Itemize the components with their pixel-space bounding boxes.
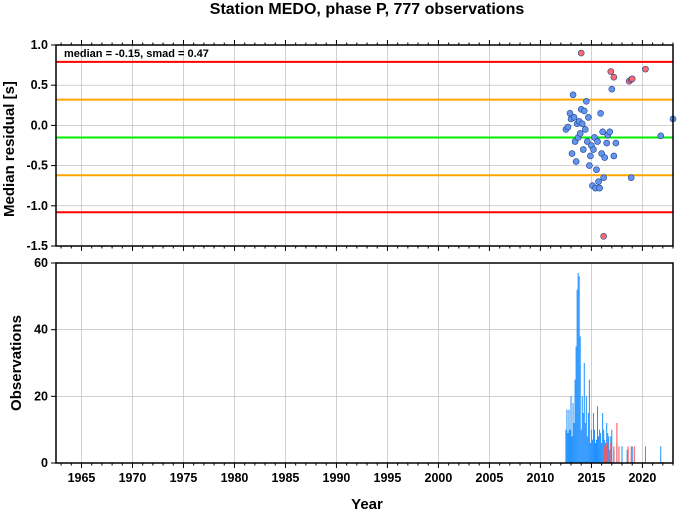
residual-point <box>583 97 590 105</box>
residual-point <box>586 162 593 169</box>
x-tick-label: 1965 <box>68 471 96 485</box>
y-tick-label: -0.5 <box>26 159 48 173</box>
residual-point <box>600 233 607 240</box>
residual-panel: median = -0.15, smad = 0.47 1.0 0.5 0.0 -0.5… <box>26 38 677 253</box>
panel-frame <box>55 262 674 464</box>
y-tick-label: 0.5 <box>31 78 48 92</box>
y-tick-label: 0 <box>41 456 48 470</box>
chart-title: Station MEDO, phase P, 777 observations <box>210 1 525 18</box>
x-tick-label: 1985 <box>272 471 300 485</box>
residual-point <box>587 152 594 160</box>
y-tick-label: -1.0 <box>26 199 48 213</box>
residual-point <box>600 174 607 181</box>
residual-point <box>584 138 591 145</box>
stats-annotation: median = -0.15, smad = 0.47 <box>64 48 209 60</box>
x-tick-label: 1980 <box>221 471 249 485</box>
residual-point <box>572 158 580 165</box>
residual-point <box>606 128 614 136</box>
residual-point <box>569 91 577 99</box>
residual-point <box>593 166 600 173</box>
panel-frame <box>55 44 674 247</box>
x-tick-label: 2015 <box>578 471 606 485</box>
residual-point <box>590 146 597 153</box>
residual-point <box>594 138 601 145</box>
residual-point <box>599 128 606 136</box>
x-tick-label: 2020 <box>628 471 656 485</box>
residual-point <box>610 152 618 160</box>
y-tick-label: 60 <box>34 256 48 270</box>
residual-point <box>607 68 615 75</box>
residual-point <box>585 114 592 121</box>
residual-point <box>570 114 578 121</box>
residual-point <box>608 85 616 93</box>
residual-point <box>612 139 620 147</box>
y-tick-label: 1.0 <box>31 38 48 52</box>
x-tick-label: 1990 <box>323 471 351 485</box>
top-y-axis-label: Median residual [s] <box>1 81 18 217</box>
residual-point <box>657 132 665 140</box>
residual-point <box>579 146 587 153</box>
y-tick-label: 40 <box>34 323 48 337</box>
y-tick-label: 0.0 <box>31 118 48 132</box>
x-tick-label: 2000 <box>425 471 453 485</box>
residual-point <box>601 154 608 161</box>
residual-point <box>577 49 585 57</box>
residual-point <box>603 139 611 147</box>
x-tick-label: 1995 <box>374 471 402 485</box>
residual-point <box>610 73 618 81</box>
observations-panel: 60 40 20 0 1965 1970 1975 1980 1985 1990 1995 2000 2… <box>34 256 674 485</box>
x-tick-label: 2010 <box>527 471 555 485</box>
residual-point <box>576 130 584 137</box>
residual-point <box>581 126 589 133</box>
x-tick-label: 1975 <box>170 471 198 485</box>
residual-point <box>628 75 636 83</box>
x-tick-label: 2005 <box>476 471 504 485</box>
y-tick-label: -1.5 <box>26 239 48 253</box>
residual-point <box>597 110 604 117</box>
residual-point <box>596 184 603 192</box>
residual-point <box>580 107 588 115</box>
y-tick-label: 20 <box>34 389 48 403</box>
residual-point <box>568 150 576 157</box>
x-tick-label: 1970 <box>119 471 147 485</box>
residual-point <box>564 123 572 131</box>
bottom-y-axis-label: Observations <box>8 315 25 411</box>
x-axis-label: Year <box>351 496 383 511</box>
residual-point <box>578 120 586 128</box>
residual-point <box>642 65 649 73</box>
residual-point <box>595 178 602 185</box>
residual-point <box>627 174 635 181</box>
